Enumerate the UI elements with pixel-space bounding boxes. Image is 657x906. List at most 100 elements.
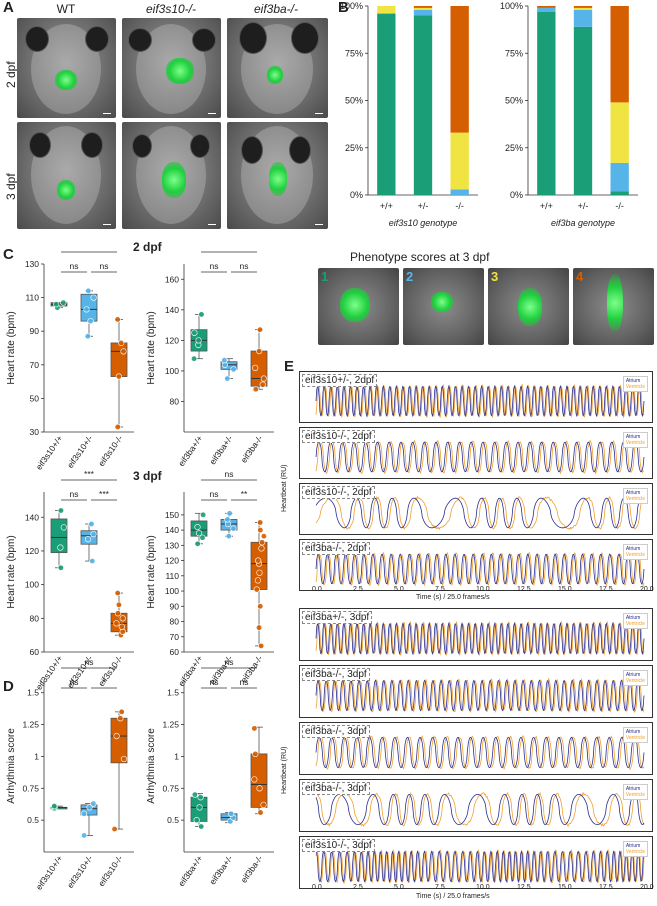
significance-label: ns: [70, 677, 79, 687]
trace-legend: Atrium Ventricle: [622, 488, 648, 504]
category-label: eif3s10+/+: [34, 653, 65, 691]
category-label: eif3s10+/+: [34, 853, 65, 891]
significance-label: **: [241, 489, 248, 499]
y-tick-label: 140: [165, 525, 179, 535]
panel-b-charts: 0% 25% 50% 75% 100% +/+ +/- -/- eif3s10 genotype…: [340, 1, 638, 228]
y-tick-label: 1.25: [22, 720, 39, 730]
data-point: [257, 809, 264, 816]
trace-x-tick-label: 10.0: [476, 884, 490, 891]
data-point: [198, 823, 205, 830]
data-point: [119, 628, 126, 635]
trace-legend: Atrium Ventricle: [622, 670, 648, 686]
atrium-trace: [315, 384, 645, 418]
trace-x-tick-label: 10.0: [476, 586, 490, 593]
legend-ventricle: Ventricle: [625, 621, 645, 627]
category-label: eif3ba+/-: [207, 853, 234, 886]
y-tick-label: 1.5: [167, 688, 179, 698]
trace-x-tick-label: 7.5: [435, 884, 445, 891]
box: [250, 753, 268, 808]
data-point: [113, 620, 120, 627]
trace-x-tick-label: 20.0: [640, 884, 654, 891]
title-2dpf: 2 dpf: [133, 240, 162, 254]
category-label: -/-: [455, 201, 464, 211]
data-point: [225, 533, 232, 540]
bar-segment: [573, 9, 593, 27]
legend-ventricle: Ventricle: [625, 735, 645, 741]
column-label-wt: WT: [56, 2, 76, 16]
trace-panel: eif3ba+/-, 3dpf Atrium Ventricle: [299, 608, 653, 661]
y-tick-label: 50%: [505, 96, 523, 106]
title-3dpf: 3 dpf: [133, 469, 162, 483]
legend-atrium: Atrium: [625, 843, 641, 849]
data-point: [118, 339, 125, 347]
trace-x-tick-label: 2.5: [353, 884, 363, 891]
traces-2dpf-xlabel: Time (s) / 25.0 frames/s: [416, 594, 490, 601]
data-point: [84, 536, 92, 543]
stacked-bar-chart-eif3ba: 0% 25% 50% 75% 100% +/+ +/- -/-eif3ba genotype: [500, 1, 638, 228]
phenotype-scores-title: Phenotype scores at 3 dpf: [350, 250, 490, 264]
y-tick-label: 70: [30, 360, 40, 370]
bar-segment: [573, 6, 593, 8]
data-point: [87, 317, 94, 325]
category-label: eif3s10+/-: [65, 853, 95, 890]
y-tick-label: 140: [25, 512, 39, 522]
trace-plot: [315, 677, 645, 714]
micrograph-wt-2dpf: [17, 18, 116, 118]
data-point: [90, 294, 97, 301]
traces-3dpf-xlabel: Time (s) / 25.0 frames/s: [416, 893, 490, 900]
data-point: [51, 802, 58, 810]
trace-panel: eif3ba-/-, 2dpf Atrium Ventricle: [299, 539, 653, 591]
trace-panel: eif3s10-/-, 2dpf Atrium Ventricle: [299, 483, 653, 535]
data-point: [230, 525, 237, 532]
y-tick-label: 120: [165, 335, 179, 345]
data-point: [60, 299, 67, 306]
atrium-trace: [315, 553, 645, 585]
y-axis-title: Heart rate (bpm): [6, 311, 17, 384]
trace-panel: eif3s10+/-, 2dpf Atrium Ventricle: [299, 371, 653, 423]
category-label: eif3s10-/-: [96, 433, 125, 468]
y-tick-label: 30: [30, 427, 40, 437]
category-label: eif3s10+/-: [65, 433, 95, 470]
data-point: [199, 534, 206, 541]
significance-label: ns: [70, 261, 79, 271]
bar-segment: [413, 6, 433, 8]
significance-label: ns: [100, 261, 109, 271]
legend-atrium: Atrium: [625, 434, 641, 440]
data-point: [57, 507, 65, 514]
bar-segment: [413, 15, 433, 196]
y-tick-label: 100: [25, 580, 39, 590]
significance-label: ns: [240, 677, 249, 687]
data-point: [257, 642, 265, 650]
trace-x-tick-label: 17.5: [599, 884, 613, 891]
y-tick-label: 130: [165, 540, 179, 550]
row-label-3dpf: 3 dpf: [4, 173, 18, 200]
panel-letter-b: B: [338, 0, 349, 16]
bar-segment: [610, 162, 629, 192]
ventricle-trace: [315, 495, 645, 531]
atrium-trace: [315, 793, 645, 826]
y-tick-label: 110: [165, 571, 179, 581]
ventricle-trace: [315, 791, 645, 828]
atrium-trace: [315, 679, 645, 712]
y-tick-label: 60: [170, 647, 180, 657]
data-point: [85, 287, 92, 295]
significance-label: ns: [210, 677, 219, 687]
data-point: [90, 530, 97, 538]
y-tick-label: 25%: [505, 143, 523, 153]
legend-atrium: Atrium: [625, 490, 641, 496]
trace-x-tick-label: 17.5: [599, 586, 613, 593]
trace-label: eif3s10-/-, 2dpf: [302, 486, 375, 499]
y-tick-label: 0%: [510, 190, 523, 200]
data-point: [114, 610, 122, 617]
trace-x-tick-label: 12.5: [517, 884, 531, 891]
data-point: [224, 375, 231, 382]
category-label: +/-: [578, 201, 589, 211]
y-tick-label: 1: [34, 751, 39, 761]
data-point: [118, 708, 125, 716]
trace-legend: Atrium Ventricle: [622, 376, 648, 392]
panel-letter-c: C: [3, 246, 14, 263]
legend-atrium: Atrium: [625, 672, 641, 678]
data-point: [119, 615, 126, 622]
category-label: +/+: [380, 201, 393, 211]
data-point: [115, 601, 123, 608]
